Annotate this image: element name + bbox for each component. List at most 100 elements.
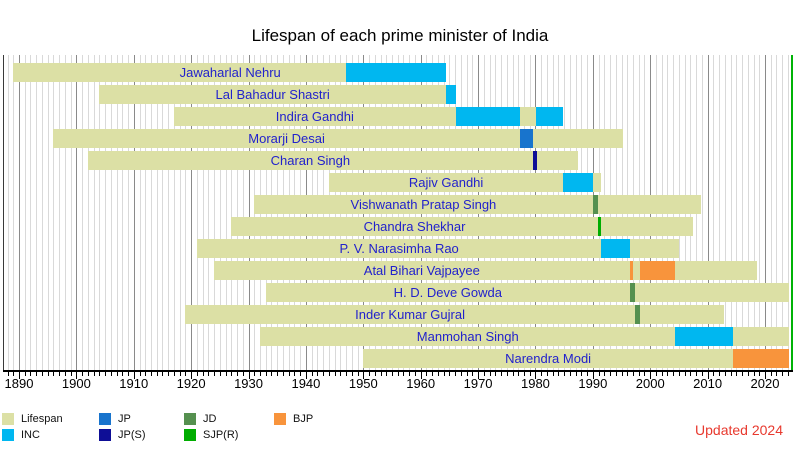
gridline — [30, 55, 32, 372]
term-segment — [535, 107, 564, 126]
lifespan-bar — [265, 283, 790, 302]
legend: Lifespan INC JP JP(S) JD SJP(R) BJP — [0, 405, 420, 450]
term-segment — [629, 283, 635, 302]
axis-tick — [351, 372, 353, 376]
gridline — [110, 55, 112, 372]
gridline — [787, 55, 789, 372]
term-segment — [346, 63, 446, 82]
axis-tick — [541, 372, 543, 376]
axis-tick — [374, 372, 376, 376]
axis-tick — [615, 372, 617, 376]
gridline — [765, 55, 766, 372]
axis-tick — [787, 372, 789, 376]
axis-tick — [162, 372, 164, 376]
axis-tick-label: 1990 — [578, 376, 608, 391]
pm-name-label: Jawaharlal Nehru — [179, 65, 281, 80]
gridline — [7, 55, 9, 372]
axis-tick — [581, 372, 583, 376]
axis-tick — [655, 372, 657, 376]
axis-tick — [248, 372, 250, 379]
gridline — [231, 55, 233, 372]
gridline — [759, 55, 761, 372]
axis-tick — [133, 372, 135, 379]
axis-tick-label: 1920 — [176, 376, 206, 391]
gridline — [185, 55, 187, 372]
axis-tick — [730, 372, 732, 376]
gridline — [36, 55, 38, 372]
axis-tick — [592, 372, 594, 379]
axis-tick — [483, 372, 485, 376]
axis-tick — [765, 372, 766, 379]
axis-tick — [317, 372, 319, 376]
axis-tick — [225, 372, 227, 376]
gridline — [93, 55, 95, 372]
pm-name-label: Manmohan Singh — [416, 329, 519, 344]
gridline — [116, 55, 118, 372]
axis-tick-label: 1940 — [291, 376, 321, 391]
axis-tick — [455, 372, 457, 376]
axis-tick — [13, 372, 15, 376]
axis-tick-label: 1980 — [520, 376, 550, 391]
axis-tick — [587, 372, 589, 376]
gridline — [219, 55, 221, 372]
axis-tick — [340, 372, 342, 376]
axis-tick — [782, 372, 784, 376]
axis-tick — [409, 372, 411, 376]
pm-name-label: Chandra Shekhar — [363, 219, 466, 234]
axis-tick — [627, 372, 629, 376]
axis-tick — [30, 372, 32, 376]
pm-name-label: Lal Bahadur Shastri — [215, 87, 330, 102]
axis-tick — [41, 372, 43, 376]
axis-tick-label: 2000 — [635, 376, 665, 391]
pm-name-label: Atal Bihari Vajpayee — [363, 263, 480, 278]
legend-swatch — [2, 413, 14, 425]
axis-tick — [569, 372, 571, 376]
gridline — [719, 55, 721, 372]
axis-tick — [742, 372, 744, 376]
axis-tick — [156, 372, 158, 376]
axis-tick — [191, 372, 193, 379]
updated-note: Updated 2024 — [695, 422, 783, 438]
legend-swatch — [184, 429, 196, 441]
axis-tick — [328, 372, 330, 376]
axis-tick — [208, 372, 210, 376]
axis-tick — [472, 372, 474, 376]
gridline — [87, 55, 89, 372]
pm-name-label: Indira Gandhi — [275, 109, 354, 124]
axis-tick — [610, 372, 612, 376]
axis-tick — [254, 372, 256, 376]
lifespan-bar — [53, 129, 624, 148]
gridline — [59, 55, 61, 372]
gridline — [19, 55, 20, 372]
term-segment — [732, 349, 790, 368]
axis-tick — [604, 372, 606, 376]
term-segment — [563, 173, 593, 192]
legend-swatch — [184, 413, 196, 425]
gridline — [64, 55, 66, 372]
pm-name-label: Charan Singh — [270, 153, 351, 168]
gridline — [730, 55, 732, 372]
axis-tick — [518, 372, 520, 376]
axis-tick — [110, 372, 112, 376]
lifespan-bar — [363, 349, 790, 368]
axis-tick — [7, 372, 9, 376]
axis-tick — [558, 372, 560, 376]
pm-name-label: Inder Kumar Gujral — [355, 307, 465, 322]
axis-tick — [231, 372, 233, 376]
axis-tick-label: 1970 — [463, 376, 493, 391]
axis-tick — [432, 372, 434, 376]
axis-tick — [323, 372, 325, 376]
term-segment — [675, 327, 733, 346]
axis-tick — [357, 372, 359, 376]
lifespan-bar — [13, 63, 446, 82]
axis-tick — [535, 372, 537, 379]
axis-tick — [93, 372, 95, 376]
axis-tick — [196, 372, 198, 376]
axis-tick — [64, 372, 66, 376]
plot-area: Jawaharlal Nehru Lal Bahadur Shastri Indir… — [3, 55, 794, 372]
gridline — [173, 55, 175, 372]
legend-label: JD — [203, 413, 217, 425]
legend-label: INC — [21, 429, 40, 441]
pm-name-label: Vishwanath Pratap Singh — [350, 197, 497, 212]
axis-tick — [673, 372, 675, 376]
